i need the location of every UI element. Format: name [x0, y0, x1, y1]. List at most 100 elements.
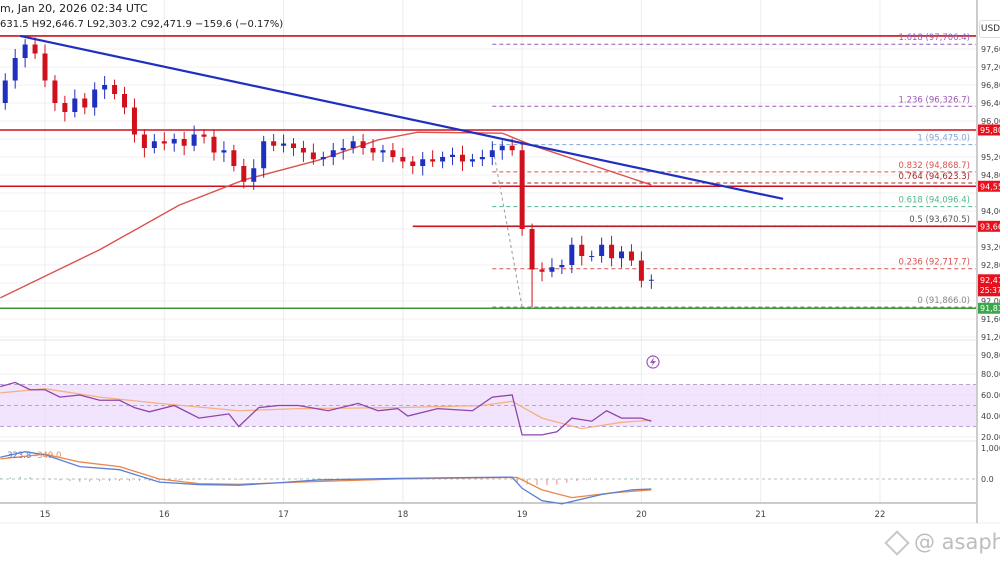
candle	[390, 143, 396, 163]
candle-body	[52, 80, 58, 103]
candle	[32, 37, 38, 59]
candle-body	[151, 141, 157, 148]
candle-body	[479, 157, 485, 160]
candle-body	[350, 141, 356, 148]
candle	[231, 144, 237, 172]
logo-icon	[884, 530, 910, 556]
candle-body	[12, 58, 18, 81]
candle	[340, 139, 346, 160]
fib-level-label: 0 (91,866.0)	[917, 296, 970, 306]
candle	[72, 89, 78, 118]
candle-body	[619, 251, 625, 259]
candle-body	[201, 134, 207, 137]
candle	[400, 148, 406, 169]
candle	[92, 82, 98, 116]
candle	[539, 262, 545, 282]
price-label-bg	[978, 124, 1000, 136]
macd-value: -323.8	[4, 451, 31, 461]
candle	[410, 156, 416, 175]
price-label-bg	[978, 180, 1000, 192]
candle-body	[281, 143, 287, 146]
candle	[579, 235, 585, 266]
watermark: @ asaph1	[884, 530, 1000, 556]
candle-body	[211, 136, 217, 153]
candle-body	[141, 134, 147, 148]
candle-body	[549, 267, 555, 272]
fib-level-label: 0.618 (94,096.4)	[898, 196, 970, 206]
candle	[161, 132, 167, 151]
candle	[141, 129, 147, 158]
price-label-bg	[978, 302, 1000, 314]
candle	[380, 144, 386, 162]
rsi-tick: 80.00	[981, 370, 1000, 379]
fib-level-label: 0.236 (92,717.7)	[898, 258, 970, 268]
candle	[131, 98, 137, 143]
price-label-badge: 93,660	[978, 220, 1000, 232]
signal-value: -349.0	[34, 451, 61, 461]
candle	[2, 73, 8, 110]
lightning-glyph	[650, 357, 656, 367]
watermark-text: @ asaph1	[914, 530, 1000, 554]
candle	[599, 237, 605, 263]
candle	[281, 134, 287, 153]
candle-body	[300, 148, 306, 153]
candle-body	[221, 150, 227, 153]
macd-line	[0, 451, 652, 505]
candle	[261, 135, 267, 178]
candle	[479, 149, 485, 166]
candle-body	[420, 159, 426, 166]
candle-body	[499, 145, 505, 151]
price-label-bg	[978, 274, 1000, 297]
candle	[102, 76, 108, 99]
candle	[62, 95, 68, 122]
candle	[628, 244, 634, 266]
candle-body	[271, 141, 277, 146]
candle	[271, 134, 277, 152]
candle-body	[569, 244, 575, 265]
candle-body	[519, 150, 525, 229]
time-tick: 22	[875, 510, 886, 520]
candle	[12, 49, 18, 89]
candle-body	[469, 159, 475, 162]
fib-level-label: 1 (95,475.0)	[917, 134, 970, 144]
price-tick: 96,000	[981, 117, 1000, 126]
macd-tick: 0.0	[981, 475, 994, 484]
candle-body	[112, 85, 118, 94]
time-tick: 19	[517, 510, 528, 520]
candle-body	[450, 154, 456, 157]
candle-body	[241, 166, 247, 182]
time-tick: 17	[278, 510, 289, 520]
currency-button[interactable]: USD	[979, 20, 1000, 38]
candle-body	[122, 94, 128, 108]
candle	[569, 237, 575, 274]
time-tick: 21	[755, 510, 766, 520]
candle-body	[579, 244, 585, 256]
candle-body	[2, 80, 8, 103]
price-label-badge: 94,550	[978, 180, 1000, 192]
price-label-badge: 95,800	[978, 124, 1000, 136]
candle	[549, 258, 555, 278]
time-tick: 18	[397, 510, 408, 520]
fib-level-label: 1.236 (96,326.7)	[898, 95, 970, 105]
candle	[330, 143, 336, 166]
candle	[300, 140, 306, 162]
candle-body	[42, 53, 48, 81]
candle	[241, 158, 247, 189]
candle-body	[72, 98, 78, 112]
price-tick: 97,600	[981, 45, 1000, 54]
candle	[310, 143, 316, 165]
candle-body	[489, 150, 495, 157]
price-label-text: 95,800	[980, 126, 1000, 135]
candle	[82, 93, 88, 115]
candle-body	[191, 134, 197, 146]
candle	[211, 129, 217, 161]
candle-body	[131, 107, 137, 135]
rsi-ma-line	[0, 388, 652, 430]
price-tick: 92,800	[981, 261, 1000, 270]
candle-body	[291, 143, 296, 148]
candle	[499, 140, 505, 160]
candle-body	[440, 157, 446, 162]
price-label-text: 91,839	[980, 304, 1000, 313]
candle	[151, 134, 157, 154]
